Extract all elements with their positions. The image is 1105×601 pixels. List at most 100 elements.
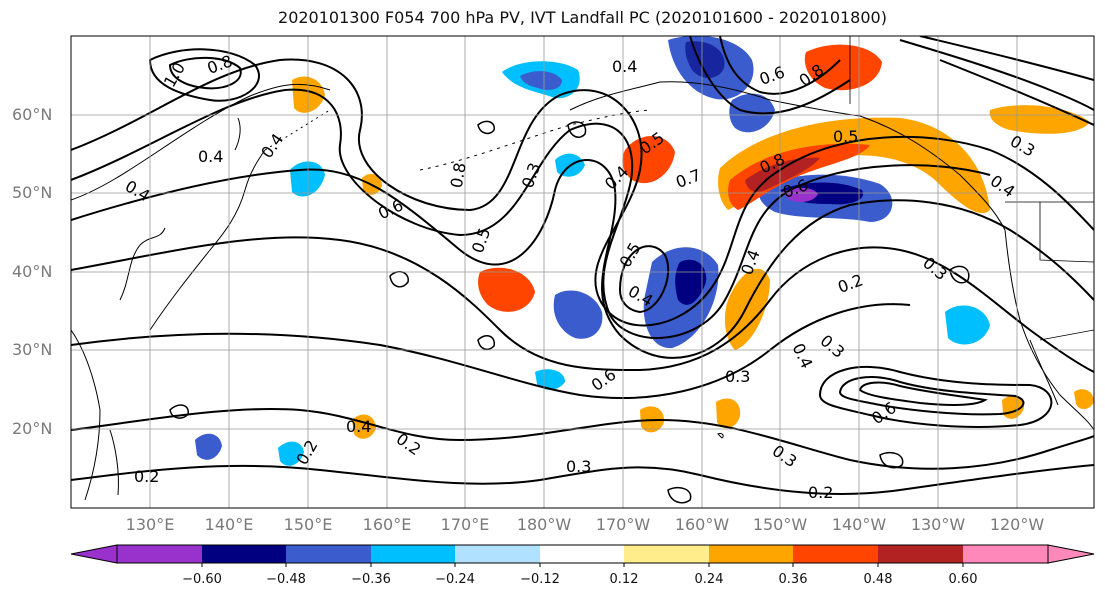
pv-contour-7 [71, 464, 1094, 496]
lat-label-40n: 40°N [12, 262, 53, 281]
border-us-mexico [1039, 329, 1094, 341]
negative-anomaly-coast [945, 305, 990, 345]
negative-anomaly-small-1 [195, 433, 222, 460]
colorbar-tick-label: −0.36 [351, 572, 391, 587]
colorbar-frame [116, 544, 1049, 564]
pv-contour-loop-2 [148, 48, 260, 102]
negative-anomaly-175w [553, 290, 603, 339]
map-title: 2020101300 F054 700 hPa PV, IVT Landfall… [278, 8, 887, 27]
coastline-baja [1029, 339, 1059, 406]
negative-anomaly-gulf-edge [782, 187, 818, 202]
colorbar-min-extend [70, 544, 118, 564]
contour-label: 0.2 [808, 483, 833, 502]
lat-label-50n: 50°N [12, 183, 53, 202]
coastline-asia [71, 83, 331, 201]
colorbar-ticks [201, 563, 964, 567]
negative-anomaly-small-2 [278, 441, 304, 466]
border-us-states [1039, 202, 1094, 263]
colorbar-segment-10 [963, 545, 1048, 563]
positive-anomaly-small-6 [1074, 389, 1094, 410]
colorbar-segment-6 [624, 545, 709, 563]
pv-contour-4 [71, 236, 1094, 373]
lon-label-140e: 140°E [204, 515, 254, 534]
pv-contours [71, 36, 1094, 496]
lat-label-20n: 20°N [12, 419, 53, 438]
coastline-taiwan-ph [109, 429, 119, 496]
lon-label-130e: 130°E [125, 515, 175, 534]
lon-label-180w: 180°W [516, 515, 572, 534]
colorbar-max-extend [1047, 544, 1095, 564]
colorbar-segment-0 [117, 545, 202, 563]
pv-contour-ne-3 [939, 59, 1094, 126]
pv-contour-loop-3 [168, 56, 242, 90]
pv-small-contour-2 [477, 120, 495, 135]
colorbar-tick-label: 0.24 [694, 572, 724, 587]
pv-small-contour-6 [667, 486, 692, 504]
pv-contour-3 [71, 159, 1094, 359]
pv-contour-alaska-2 [719, 36, 841, 95]
contour-label: 0.3 [725, 367, 750, 386]
colorbar-tick-label: 0.48 [863, 572, 893, 587]
colorbar-segment-3 [371, 545, 456, 563]
negative-anomaly-small-3 [535, 369, 565, 390]
colorbar-segment-1 [202, 545, 287, 563]
colorbar-tick-label: −0.24 [435, 572, 475, 587]
colorbar-tick-label: −0.12 [520, 572, 560, 587]
pv-contour-5 [71, 303, 911, 399]
colorbar-tick-label: −0.60 [182, 572, 222, 587]
lon-label-140w: 140°W [831, 515, 887, 534]
pv-small-contour-5 [477, 335, 495, 351]
pv-small-contour-3 [567, 121, 587, 138]
lon-label-120w: 120°W [989, 515, 1045, 534]
colorbar-segment-4 [455, 545, 540, 563]
positive-anomaly-kamchatka [292, 76, 325, 113]
negative-anomaly-bering-core [520, 71, 562, 90]
contour-label: 0.5 [833, 127, 858, 146]
colorbar-segment-8 [793, 545, 878, 563]
colorbar-tick-label: 0.12 [609, 572, 639, 587]
coastline-korea [119, 227, 166, 301]
lon-label-160w: 160°W [674, 515, 730, 534]
colorbar-segment-5 [540, 545, 625, 563]
pv-small-contour-1 [169, 404, 189, 419]
lat-label-60n: 60°N [12, 105, 53, 124]
lon-label-150w: 150°W [752, 515, 808, 534]
colorbar-tick-label: −0.48 [266, 572, 306, 587]
negative-anomaly-160w-core [675, 259, 707, 305]
positive-anomaly-bering-south [622, 135, 675, 184]
coastline-china [71, 329, 101, 501]
pv-contour-gyre-1 [818, 365, 1053, 428]
contour-label: 0.4 [612, 57, 637, 76]
coastline-japan [149, 149, 266, 331]
coastline-kurils [264, 109, 331, 151]
positive-anomaly-band [718, 117, 990, 214]
pv-contour-6 [71, 408, 1094, 470]
contour-label: 0.2 [134, 467, 159, 486]
lon-label-160e: 160°E [362, 515, 412, 534]
pv-contour-ne-1 [899, 39, 1094, 111]
positive-anomaly-small-3 [716, 398, 741, 429]
coastline-aleutians [419, 109, 651, 171]
contour-label: 0.3 [566, 457, 591, 476]
pv-small-contour-7 [879, 451, 904, 469]
pv-contour-loop-1 [618, 245, 670, 314]
coastline-hawaii [717, 433, 724, 439]
colorbar-segment-2 [286, 545, 371, 563]
pv-contour-2 [71, 88, 991, 339]
positive-anomaly-150w [724, 268, 770, 350]
pv-contour-1 [71, 58, 1094, 327]
pv-contour-gyre-3 [858, 381, 988, 406]
pv-small-contour-8 [949, 265, 970, 284]
lat-label-30n: 30°N [12, 340, 53, 359]
gridlines [71, 36, 1094, 508]
positive-anomaly-band-core [728, 143, 870, 210]
coastline-bc [859, 115, 1006, 231]
coastline-alaska [569, 81, 861, 117]
lon-label-170e: 170°E [440, 515, 490, 534]
contour-label: 0.8 [447, 161, 470, 189]
colorbar [70, 544, 1095, 567]
positive-anomaly-northeast [804, 44, 882, 91]
lon-label-170w: 170°W [595, 515, 651, 534]
contour-label: 0.4 [346, 417, 371, 436]
